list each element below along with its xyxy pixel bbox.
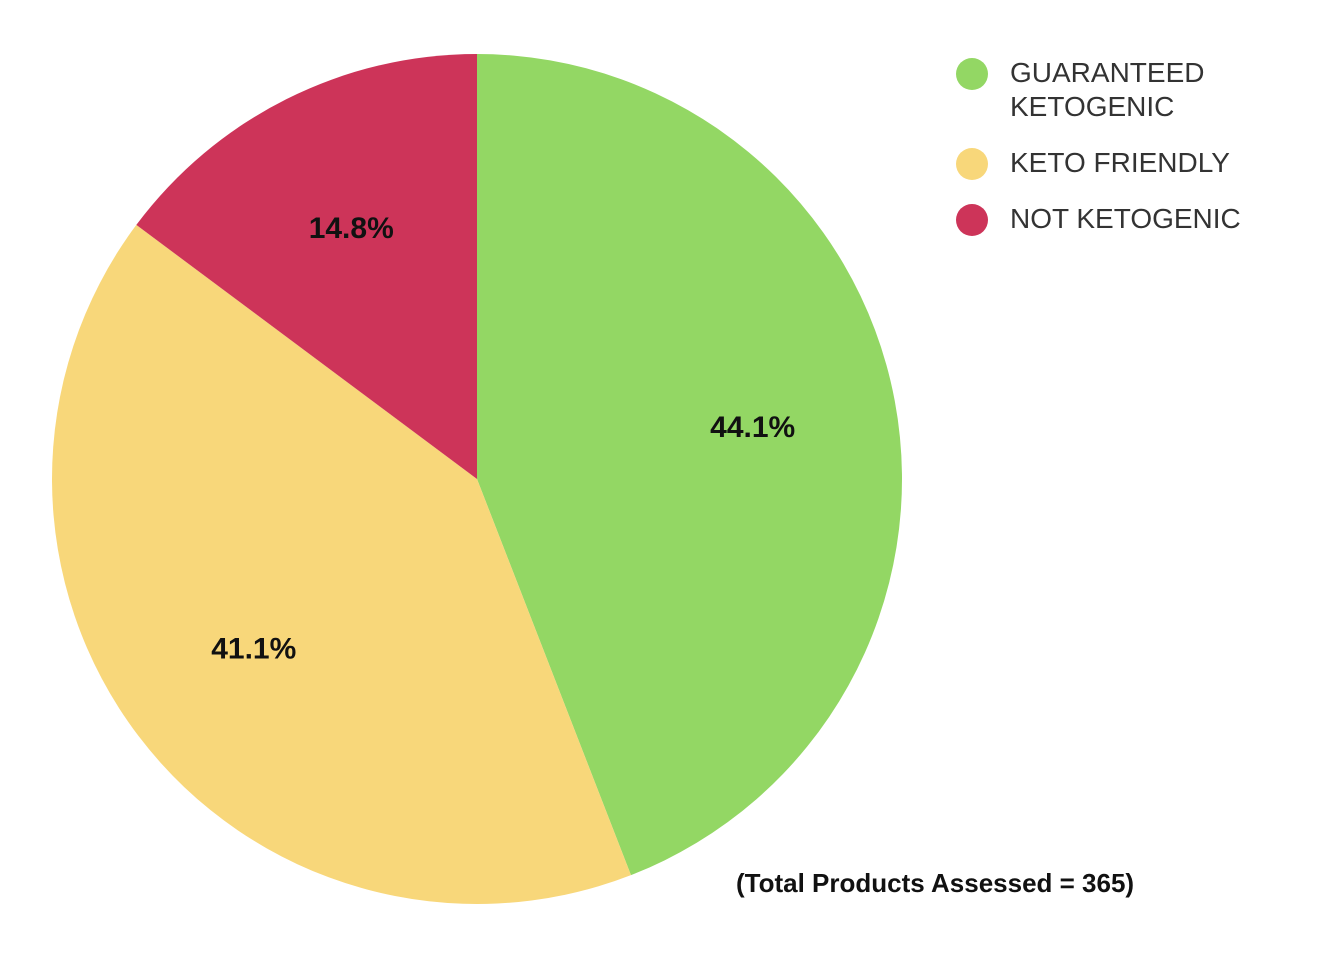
legend-label: GUARANTEED KETOGENIC: [1010, 57, 1205, 122]
legend-swatch: [956, 58, 988, 90]
total-products-note: (Total Products Assessed = 365): [736, 868, 1135, 898]
slice-not-ketogenic: [136, 53, 477, 479]
slice-value-label: 44.1%: [710, 411, 795, 444]
legend-item-keto-friendly: KETO FRIENDLY: [956, 146, 1296, 180]
chart-legend: GUARANTEED KETOGENIC KETO FRIENDLY NOT K…: [956, 56, 1296, 258]
pie-slices: [51, 53, 902, 905]
legend-item-guaranteed-ketogenic: GUARANTEED KETOGENIC: [956, 56, 1296, 124]
slice-keto-friendly: [51, 224, 631, 905]
legend-swatch: [956, 204, 988, 236]
pie-labels: 44.1% 41.1% 14.8%: [211, 212, 795, 666]
slice-guaranteed-ketogenic: [477, 54, 902, 876]
legend-item-not-ketogenic: NOT KETOGENIC: [956, 202, 1296, 236]
legend-label: NOT KETOGENIC: [1010, 203, 1241, 234]
legend-swatch: [956, 148, 988, 180]
slice-value-label: 41.1%: [211, 632, 296, 665]
slice-value-label: 14.8%: [309, 212, 394, 245]
legend-label: KETO FRIENDLY: [1010, 147, 1230, 178]
